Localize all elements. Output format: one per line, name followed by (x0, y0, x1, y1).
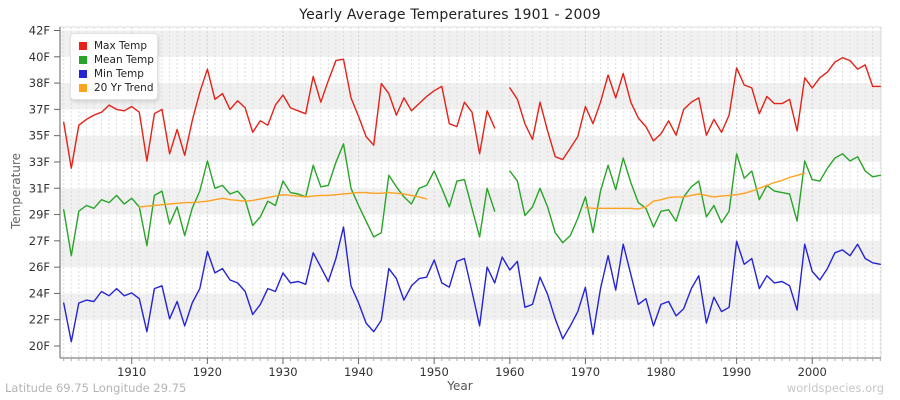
x-tick-label: 1910 (117, 365, 146, 379)
y-tick-label: 38F (29, 76, 50, 90)
series-line-20-yr-trend (584, 172, 806, 210)
y-tick-label: 31F (29, 181, 50, 195)
footer-watermark: worldspecies.org (786, 381, 884, 395)
footer-coordinates: Latitude 69.75 Longitude 29.75 (5, 381, 187, 395)
legend-swatch-icon (79, 42, 87, 50)
y-tick-label: 35F (29, 129, 50, 143)
y-tick-label: 24F (29, 286, 50, 300)
x-tick-label: 1990 (722, 365, 751, 379)
y-tick-label: 37F (29, 102, 50, 116)
legend-item: Min Temp (79, 67, 149, 81)
x-tick-label: 1940 (344, 365, 373, 379)
series-line-min-temp (63, 226, 881, 343)
legend-swatch-icon (79, 70, 87, 78)
legend-label: Max Temp (94, 40, 148, 52)
legend-swatch-icon (79, 56, 87, 64)
x-tick-label: 1920 (193, 365, 222, 379)
y-tick-label: 27F (29, 234, 50, 248)
legend-item: 20 Yr Trend (79, 81, 154, 95)
y-tick-label: 33F (29, 155, 50, 169)
series-line-max-temp (63, 58, 496, 169)
x-tick-label: 1970 (571, 365, 600, 379)
legend-swatch-icon (79, 84, 87, 92)
legend-label: 20 Yr Trend (94, 82, 154, 94)
series-line-20-yr-trend (138, 191, 428, 208)
y-tick-label: 42F (29, 24, 50, 38)
y-tick-label: 26F (29, 260, 50, 274)
series-line-mean-temp (63, 143, 496, 257)
y-tick-label: 40F (29, 50, 50, 64)
series-line-mean-temp (509, 153, 881, 244)
x-tick-label: 1950 (420, 365, 449, 379)
legend-item: Max Temp (79, 39, 149, 53)
grid-band (60, 240, 881, 268)
x-tick-label: 1930 (268, 365, 297, 379)
y-tick-label: 29F (29, 208, 50, 222)
legend-label: Mean Temp (94, 54, 154, 66)
legend-item: Mean Temp (79, 53, 154, 67)
x-axis-title: Year (447, 379, 473, 393)
grid-band (60, 30, 881, 57)
grid-band (60, 83, 881, 110)
y-tick-label: 20F (29, 339, 50, 353)
chart-title: Yearly Average Temperatures 1901 - 2009 (299, 7, 601, 23)
y-axis-title: Temperature (9, 153, 23, 230)
x-tick-label: 1980 (646, 365, 675, 379)
legend: Max Temp Mean Temp Min Temp 20 Yr Trend (70, 33, 158, 100)
grid-band (60, 293, 881, 320)
x-tick-label: 2000 (798, 365, 827, 379)
y-tick-label: 22F (29, 313, 50, 327)
x-tick-label: 1960 (495, 365, 524, 379)
series-line-max-temp (509, 57, 881, 161)
legend-label: Min Temp (94, 68, 144, 80)
